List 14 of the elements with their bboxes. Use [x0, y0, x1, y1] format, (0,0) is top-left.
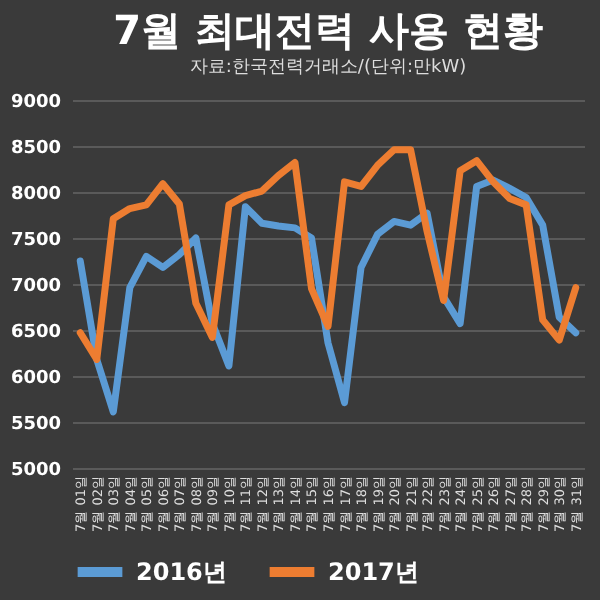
y-tick-label: 9000 [10, 93, 61, 113]
chart-subtitle: 자료:한국전력거래소/(단위:만kW) [189, 58, 467, 78]
y-tick-label: 6000 [10, 369, 61, 389]
y-tick-label: 5000 [10, 461, 61, 481]
y-tick-label: 5500 [10, 415, 61, 435]
chart-title: 7월 최대전력 사용 현황 [113, 6, 543, 54]
y-tick-label: 8000 [10, 185, 61, 205]
y-tick-label: 8500 [10, 139, 61, 159]
y-tick-label: 7000 [10, 277, 61, 297]
line-series [76, 146, 580, 363]
y-tick-label: 6500 [10, 323, 61, 343]
y-tick-label: 7500 [10, 231, 61, 251]
legend-label: 2016년 [136, 558, 227, 586]
legend-label: 2017년 [328, 558, 419, 586]
